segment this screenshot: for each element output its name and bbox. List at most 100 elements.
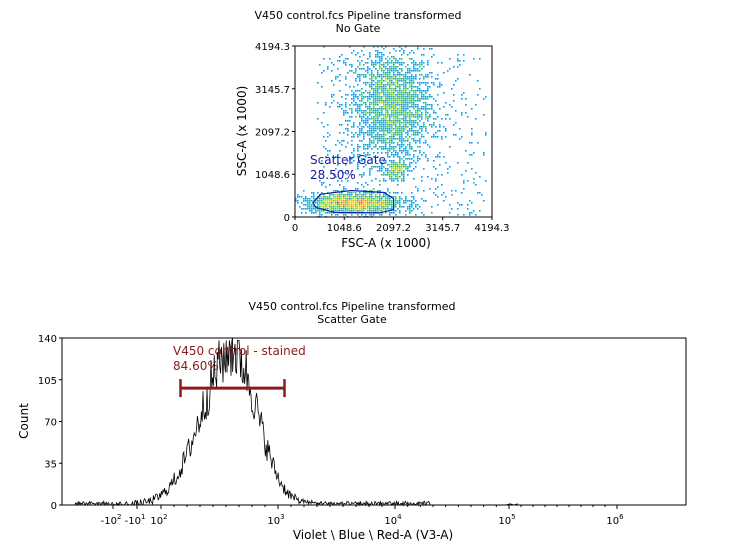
scatter-point xyxy=(393,166,395,168)
scatter-point xyxy=(381,170,383,172)
scatter-point xyxy=(339,142,341,144)
scatter-point xyxy=(399,144,401,146)
scatter-point xyxy=(387,164,389,166)
scatter-point xyxy=(413,150,415,152)
scatter-point xyxy=(321,192,323,194)
scatter-point xyxy=(381,128,383,130)
scatter-point xyxy=(373,166,375,168)
scatter-point xyxy=(407,100,409,102)
scatter-point xyxy=(371,126,373,128)
scatter-point xyxy=(381,78,383,80)
scatter-point xyxy=(405,74,407,76)
scatter-point xyxy=(371,140,373,142)
scatter-point xyxy=(333,200,335,202)
scatter-point xyxy=(305,212,307,214)
scatter-point xyxy=(401,132,403,134)
scatter-point xyxy=(385,96,387,98)
scatter-point xyxy=(427,98,429,100)
scatter-point xyxy=(399,206,401,208)
scatter-point xyxy=(313,202,315,204)
scatter-point xyxy=(361,176,363,178)
scatter-point xyxy=(369,106,371,108)
scatter-point xyxy=(381,108,383,110)
scatter-point xyxy=(415,104,417,106)
scatter-point xyxy=(391,66,393,68)
scatter-point xyxy=(377,120,379,122)
scatter-point xyxy=(399,136,401,138)
scatter-point xyxy=(375,84,377,86)
scatter-point xyxy=(381,210,383,212)
scatter-point xyxy=(441,194,443,196)
scatter-point xyxy=(401,122,403,124)
scatter-point xyxy=(419,82,421,84)
scatter-point xyxy=(363,110,365,112)
scatter-point xyxy=(413,96,415,98)
scatter-point xyxy=(399,68,401,70)
scatter-point xyxy=(413,168,415,170)
scatter-point xyxy=(405,104,407,106)
scatter-point xyxy=(417,64,419,66)
scatter-point xyxy=(399,64,401,66)
scatter-point xyxy=(383,172,385,174)
scatter-point xyxy=(431,108,433,110)
scatter-point xyxy=(397,138,399,140)
scatter-point xyxy=(369,170,371,172)
scatter-point xyxy=(339,56,341,58)
scatter-point xyxy=(363,158,365,160)
scatter-point xyxy=(407,92,409,94)
scatter-point xyxy=(387,122,389,124)
scatter-point xyxy=(389,198,391,200)
scatter-point xyxy=(357,76,359,78)
scatter-point xyxy=(385,212,387,214)
scatter-point xyxy=(391,120,393,122)
histogram-gate[interactable] xyxy=(179,379,286,398)
scatter-point xyxy=(363,96,365,98)
scatter-point xyxy=(357,60,359,62)
scatter-point xyxy=(379,210,381,212)
scatter-point xyxy=(403,130,405,132)
scatter-point xyxy=(401,90,403,92)
scatter-point xyxy=(425,112,427,114)
scatter-point xyxy=(423,142,425,144)
scatter-point xyxy=(425,116,427,118)
scatter-point xyxy=(433,82,435,84)
scatter-point xyxy=(361,74,363,76)
histogram-xtick-label: 102 xyxy=(150,513,167,527)
scatter-point xyxy=(397,164,399,166)
scatter-point xyxy=(405,72,407,74)
scatter-point xyxy=(393,120,395,122)
scatter-point xyxy=(353,204,355,206)
scatter-point xyxy=(457,162,459,164)
scatter-gate-polygon[interactable] xyxy=(312,189,395,214)
scatter-point xyxy=(355,78,357,80)
scatter-point xyxy=(369,172,371,174)
scatter-point xyxy=(377,112,379,114)
scatter-point xyxy=(399,176,401,178)
scatter-point xyxy=(411,130,413,132)
scatter-point xyxy=(399,118,401,120)
scatter-point xyxy=(381,202,383,204)
scatter-point xyxy=(387,116,389,118)
scatter-point xyxy=(327,150,329,152)
scatter-point xyxy=(351,90,353,92)
scatter-point xyxy=(361,100,363,102)
scatter-point xyxy=(367,154,369,156)
scatter-point xyxy=(365,196,367,198)
scatter-point xyxy=(459,64,461,66)
scatter-point xyxy=(333,100,335,102)
scatter-point xyxy=(417,158,419,160)
scatter-point xyxy=(351,102,353,104)
scatter-point xyxy=(337,162,339,164)
scatter-point xyxy=(373,132,375,134)
scatter-point xyxy=(359,202,361,204)
histogram-xtick-label: 105 xyxy=(498,513,515,527)
scatter-point xyxy=(383,136,385,138)
scatter-point xyxy=(485,96,487,98)
scatter-point xyxy=(321,206,323,208)
scatter-point xyxy=(387,64,389,66)
scatter-point xyxy=(359,90,361,92)
scatter-point xyxy=(351,152,353,154)
scatter-point xyxy=(395,98,397,100)
scatter-point xyxy=(421,128,423,130)
scatter-point xyxy=(397,170,399,172)
